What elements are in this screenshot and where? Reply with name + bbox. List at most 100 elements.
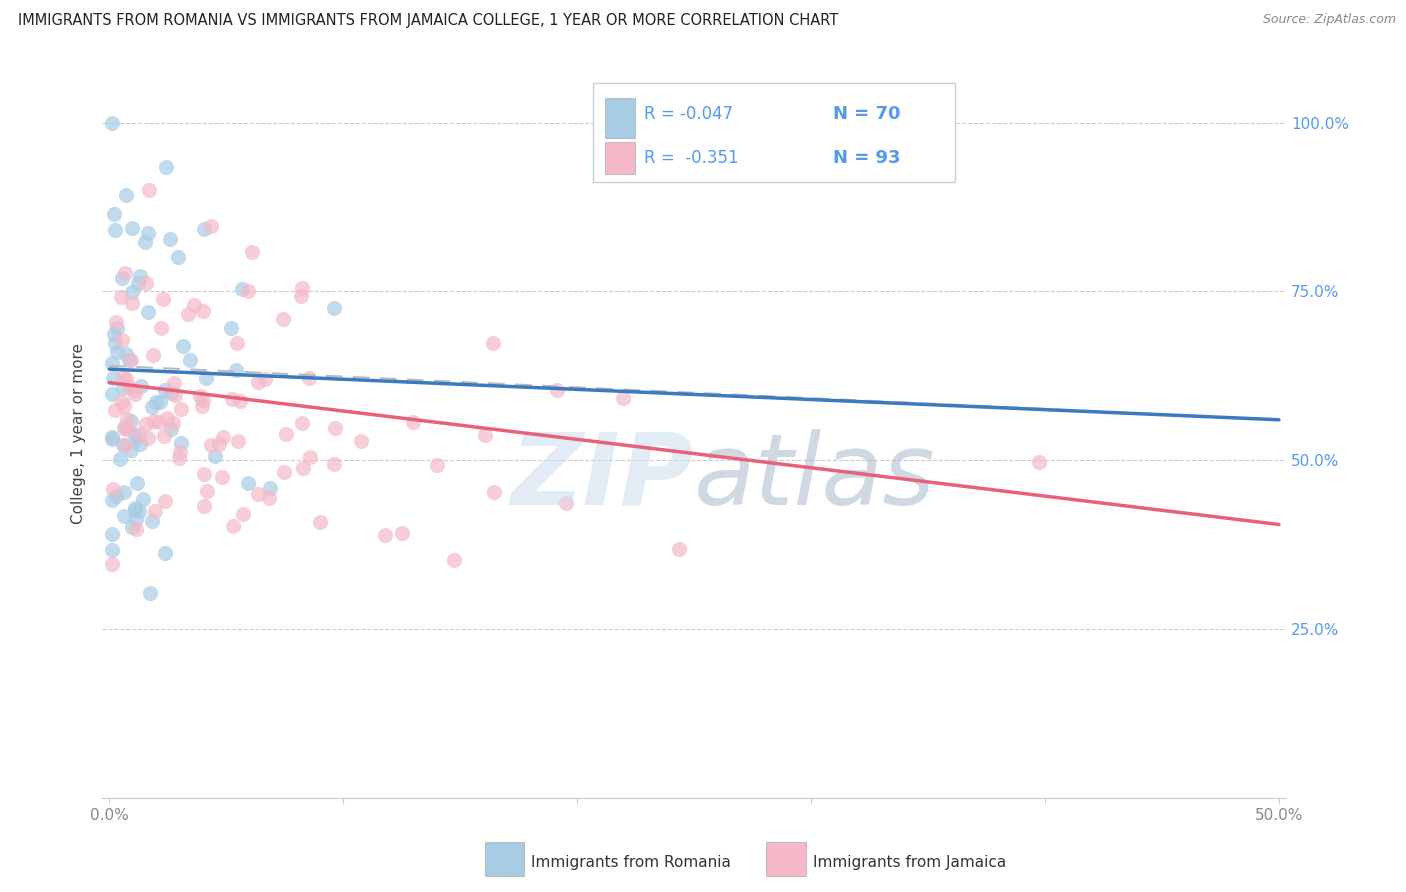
Point <box>238 284 260 298</box>
Point <box>159 422 181 436</box>
Text: ZIP: ZIP <box>512 428 695 525</box>
Point <box>107 345 129 359</box>
Point <box>105 320 128 334</box>
Point <box>125 431 148 445</box>
Point <box>145 394 167 409</box>
Point <box>121 296 143 310</box>
Point <box>193 392 215 407</box>
Text: N = 93: N = 93 <box>832 149 900 168</box>
Point <box>163 376 186 391</box>
Point <box>132 491 155 506</box>
Point <box>193 222 215 236</box>
Point <box>100 429 122 443</box>
Point <box>143 504 166 518</box>
Point <box>112 381 135 395</box>
Point <box>177 307 200 321</box>
Point <box>139 586 162 600</box>
Point <box>124 502 146 516</box>
Point <box>188 389 211 403</box>
Point <box>115 347 138 361</box>
Point <box>135 417 157 432</box>
Point <box>124 512 146 526</box>
Point <box>200 437 222 451</box>
Point <box>121 220 143 235</box>
Point <box>128 503 150 517</box>
Point <box>114 267 136 281</box>
Point <box>247 487 270 501</box>
Point <box>274 427 297 442</box>
Point <box>124 427 146 442</box>
Point <box>474 428 496 442</box>
Point <box>120 413 142 427</box>
Point <box>167 450 190 465</box>
Text: N = 70: N = 70 <box>832 105 900 123</box>
Point <box>236 476 259 491</box>
Point <box>273 465 295 479</box>
Point <box>247 376 270 390</box>
Point <box>118 380 141 394</box>
Point <box>152 292 174 306</box>
Point <box>105 489 128 503</box>
Point <box>104 223 127 237</box>
Point <box>211 469 233 483</box>
Point <box>111 369 134 384</box>
Point <box>141 514 163 528</box>
Point <box>153 383 176 397</box>
Point <box>127 475 149 490</box>
Point <box>195 371 218 385</box>
Point <box>259 481 281 495</box>
Point <box>159 385 181 400</box>
Point <box>101 371 124 385</box>
Point <box>240 244 263 259</box>
Point <box>323 420 346 434</box>
Point <box>127 276 149 290</box>
Point <box>155 161 177 175</box>
Point <box>115 372 138 386</box>
Point <box>100 557 122 571</box>
Point <box>482 336 505 351</box>
Point <box>231 282 253 296</box>
Point <box>221 518 243 533</box>
Point <box>191 304 214 318</box>
Point <box>115 187 138 202</box>
Point <box>125 523 148 537</box>
Point <box>124 383 146 397</box>
Point <box>259 491 281 505</box>
Point <box>103 207 125 221</box>
Point <box>484 485 506 500</box>
Point <box>170 402 193 417</box>
Point <box>150 320 173 334</box>
Point <box>111 334 134 348</box>
Point <box>179 353 201 368</box>
Point <box>104 315 127 329</box>
Point <box>100 493 122 508</box>
Point <box>112 508 135 523</box>
Point <box>226 434 249 449</box>
Point <box>195 483 218 498</box>
Point <box>131 379 153 393</box>
Point <box>204 450 226 464</box>
Point <box>208 437 231 451</box>
Point <box>149 394 172 409</box>
Point <box>103 326 125 341</box>
Point <box>153 493 176 508</box>
Point <box>229 393 252 408</box>
Point <box>124 387 146 401</box>
Point <box>111 395 134 409</box>
Point <box>100 543 122 558</box>
Point <box>121 285 143 299</box>
Point <box>100 356 122 370</box>
FancyBboxPatch shape <box>593 83 955 182</box>
Point <box>191 399 214 413</box>
Point <box>200 219 222 233</box>
Point <box>401 415 423 429</box>
Point <box>117 412 139 426</box>
Point <box>120 442 142 457</box>
Point <box>169 444 191 458</box>
Point <box>112 484 135 499</box>
Point <box>118 353 141 368</box>
Point <box>309 516 332 530</box>
Point <box>183 298 205 312</box>
Point <box>193 499 215 513</box>
Text: atlas: atlas <box>695 428 936 525</box>
